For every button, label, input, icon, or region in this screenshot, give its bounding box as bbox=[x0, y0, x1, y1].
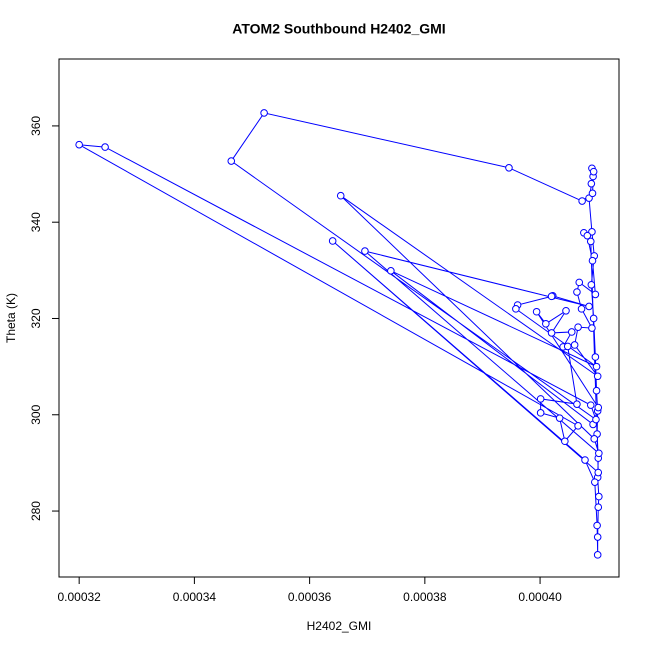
data-point bbox=[574, 422, 582, 430]
data-point bbox=[542, 319, 550, 328]
data-point bbox=[361, 247, 369, 255]
data-point bbox=[573, 400, 581, 408]
data-point bbox=[589, 314, 598, 323]
data-point bbox=[575, 278, 584, 287]
data-point bbox=[593, 521, 601, 530]
data-point bbox=[590, 435, 599, 443]
data-point bbox=[588, 189, 597, 198]
data-point bbox=[547, 329, 556, 337]
data-point bbox=[567, 328, 576, 336]
data-point bbox=[592, 415, 600, 424]
y-tick-label: 340 bbox=[29, 212, 43, 232]
data-point bbox=[387, 267, 395, 275]
data-point bbox=[593, 372, 602, 381]
data-point bbox=[570, 341, 579, 349]
data-point bbox=[512, 305, 520, 313]
data-point bbox=[581, 456, 589, 464]
data-point bbox=[536, 395, 545, 403]
x-tick-label: 0.00040 bbox=[518, 590, 562, 604]
data-point bbox=[561, 437, 569, 446]
data-point bbox=[589, 167, 598, 176]
x-tick-label: 0.00038 bbox=[403, 590, 447, 604]
data-point bbox=[227, 157, 236, 165]
data-point bbox=[595, 449, 603, 458]
data-point bbox=[547, 292, 556, 301]
data-point bbox=[595, 492, 603, 501]
y-tick-label: 360 bbox=[29, 116, 43, 136]
chart-title: ATOM2 Southbound H2402_GMI bbox=[232, 21, 445, 37]
data-point bbox=[505, 163, 513, 172]
data-point bbox=[75, 140, 83, 149]
data-point bbox=[336, 191, 345, 200]
x-tick-label: 0.00034 bbox=[173, 590, 217, 604]
data-point bbox=[592, 386, 601, 395]
data-point bbox=[585, 302, 593, 311]
data-point bbox=[328, 237, 337, 245]
y-tick-label: 320 bbox=[29, 308, 43, 328]
data-point bbox=[594, 403, 603, 412]
data-point bbox=[591, 478, 599, 486]
data-point bbox=[532, 307, 541, 316]
data-point bbox=[588, 256, 597, 265]
data-point bbox=[594, 503, 603, 511]
data-point bbox=[578, 197, 586, 205]
x-axis-label: H2402_GMI bbox=[307, 619, 372, 633]
data-point bbox=[563, 342, 572, 351]
data-point bbox=[574, 323, 582, 331]
data-point bbox=[593, 551, 602, 559]
data-point bbox=[591, 353, 600, 361]
y-tick-label: 280 bbox=[29, 501, 43, 521]
x-tick-label: 0.00036 bbox=[288, 590, 332, 604]
data-point bbox=[555, 414, 564, 422]
data-point bbox=[586, 401, 595, 409]
y-tick-label: 300 bbox=[29, 404, 43, 424]
data-point bbox=[101, 143, 109, 151]
data-point bbox=[591, 290, 600, 299]
data-point bbox=[260, 109, 268, 117]
data-point bbox=[593, 533, 602, 541]
data-point bbox=[586, 237, 595, 246]
x-tick-label: 0.00032 bbox=[57, 590, 101, 604]
data-point bbox=[536, 409, 545, 417]
data-point bbox=[592, 362, 601, 371]
data-point bbox=[587, 179, 596, 188]
data-point bbox=[587, 280, 596, 289]
data-point bbox=[583, 231, 592, 240]
data-point bbox=[588, 324, 596, 332]
data-point bbox=[573, 288, 581, 296]
data-point bbox=[577, 305, 586, 313]
y-axis-label: Theta (K) bbox=[4, 293, 18, 343]
data-point bbox=[562, 306, 570, 315]
data-point bbox=[594, 468, 603, 477]
